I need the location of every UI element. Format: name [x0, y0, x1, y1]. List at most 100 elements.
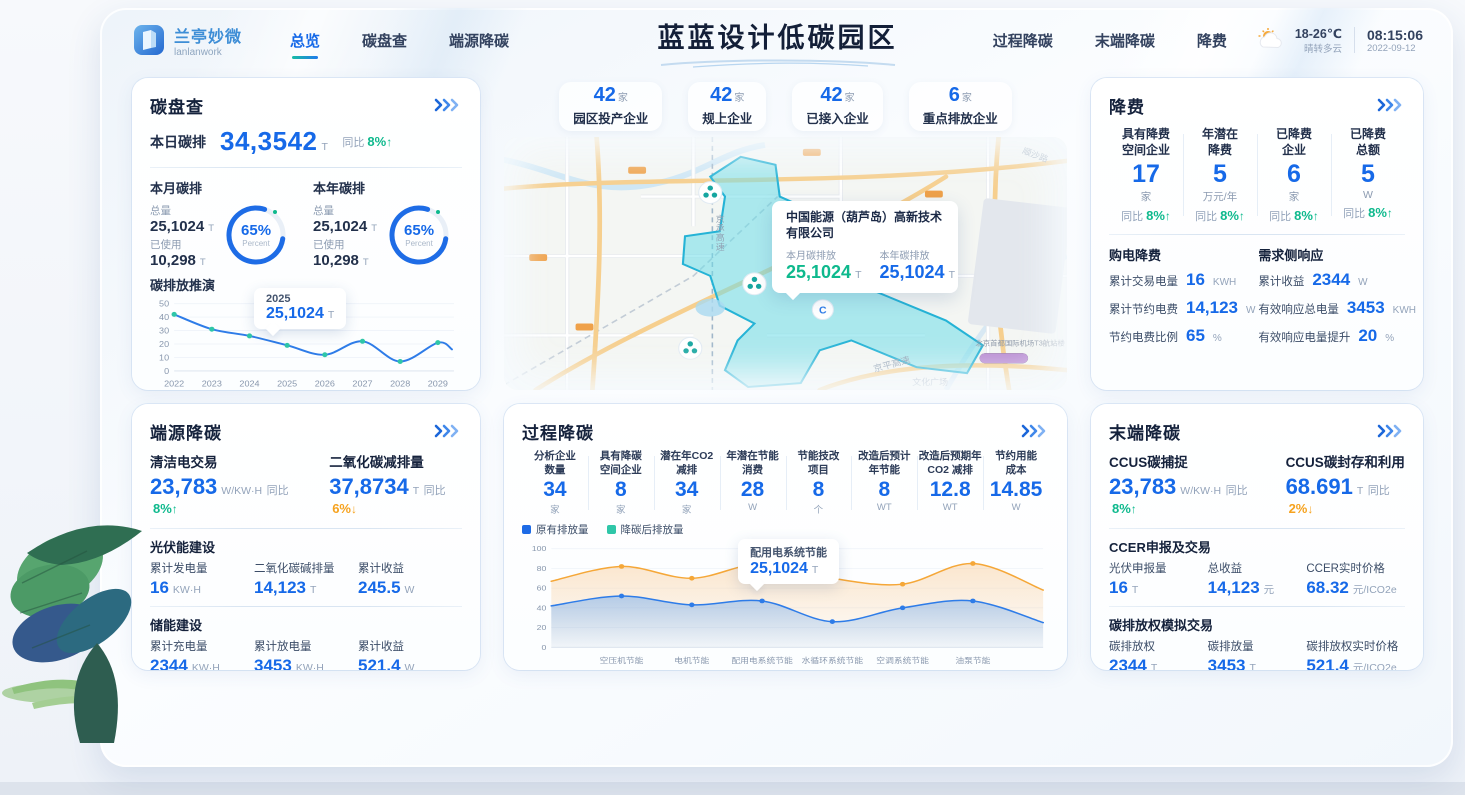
- title-swoosh: [660, 59, 895, 68]
- metric: 累计收益 245.5 W: [358, 563, 415, 597]
- process-stat: 改造后预期年 CO2 减排 12.8 WT: [917, 450, 983, 516]
- park-stat: 42 家 园区投产企业: [559, 82, 663, 131]
- svg-text:文化广场: 文化广场: [912, 376, 948, 387]
- svg-text:空调系统节能: 空调系统节能: [876, 656, 929, 665]
- divider: [150, 528, 462, 529]
- svg-text:40: 40: [537, 604, 547, 612]
- bottom-bar: [0, 782, 1465, 795]
- svg-text:60: 60: [537, 584, 547, 592]
- svg-text:2026: 2026: [315, 378, 335, 388]
- up-arrow-icon: ↑: [171, 502, 178, 516]
- panel-cost-reduction: 降费 具有降费 空间企业 17 家 同比 8%↑ 年潜在 降费 5 万元/年: [1091, 78, 1423, 390]
- nav-item[interactable]: 端源降碳: [449, 32, 510, 50]
- up-arrow-icon: ↑: [1238, 209, 1245, 224]
- svg-text:京承高速: 京承高速: [715, 213, 725, 252]
- weather-sun-cloud-icon: [1258, 28, 1282, 49]
- fee-row: 节约电费比例 65 %: [1109, 326, 1222, 346]
- today-carbon-row: 本日碳排 34,3542 T 同比 8%↑: [150, 126, 393, 156]
- panel-title: 碳盘查: [150, 97, 204, 117]
- section-title: CCER申报及交易: [1109, 540, 1211, 555]
- chart-legend: 原有排放量 降碳后排放量: [522, 522, 1049, 537]
- clock-time: 08:15:06: [1366, 26, 1423, 43]
- svg-text:2023: 2023: [202, 378, 222, 388]
- metric: CCER实时价格 68.32 元/ICO2e: [1306, 563, 1397, 597]
- park-stat: 42 家 已接入企业: [792, 82, 883, 131]
- svg-text:30: 30: [159, 326, 169, 336]
- percent-gauge: 65% Percent: [220, 199, 292, 271]
- panel-title: 降费: [1109, 97, 1145, 117]
- company-name: 中国能源（葫芦岛）高新技术有限公司: [786, 210, 943, 240]
- more-arrows-icon[interactable]: [434, 98, 462, 112]
- ccus-storage-highlight: CCUS碳封存和利用 68.691 T 同比2%↓: [1285, 455, 1405, 516]
- svg-text:40: 40: [159, 312, 169, 322]
- svg-text:C: C: [819, 306, 827, 317]
- nav-item[interactable]: 末端降碳: [1094, 32, 1155, 50]
- down-arrow-icon: ↓: [351, 502, 357, 516]
- section-title: 光伏能建设: [150, 540, 216, 555]
- today-carbon-value: 34,3542: [220, 126, 318, 156]
- up-arrow-icon: ↑: [1130, 502, 1137, 516]
- factory-marker: C: [678, 181, 834, 360]
- metric: 累计发电量 16 KW·H: [150, 563, 208, 597]
- projection-chart: 0 10 20 30 40 50 2022 2023 2024 2025 2026 2027 2028 2…: [150, 288, 462, 390]
- legend-swatch: [606, 525, 616, 535]
- svg-text:2024: 2024: [239, 378, 259, 388]
- svg-text:配用电系统节能: 配用电系统节能: [731, 656, 792, 665]
- section-title: 碳排放权模拟交易: [1109, 618, 1214, 633]
- ccus-capture-highlight: CCUS碳捕捉 23,783 W/KW·H 同比8%↑: [1109, 455, 1248, 516]
- process-stats-row: 分析企业 数量 34 家 具有降碳 空间企业 8 家 潜在年CO2 减排 34 家 年…: [522, 446, 1049, 518]
- panel-terminal-reduction: 末端降碳 CCUS碳捕捉 23,783 W/KW·H 同比8%↑ CCUS碳封存和…: [1091, 404, 1423, 670]
- nav-item[interactable]: 总览: [288, 24, 322, 57]
- logo-name: 兰亭妙微: [174, 28, 243, 46]
- metric: 二氧化碳碱排量 14,123 T: [254, 563, 335, 597]
- divider: [150, 167, 462, 168]
- more-arrows-icon[interactable]: [1377, 98, 1405, 112]
- fee-stat: 已降费 总额 5 W 同比 8%↑: [1331, 126, 1405, 224]
- metric: 碳排放权 2344 T: [1109, 641, 1158, 670]
- svg-text:80: 80: [537, 565, 547, 573]
- process-stat: 节约用能 成本 14.85 W: [983, 450, 1049, 516]
- nav-item[interactable]: 降费: [1196, 32, 1227, 50]
- process-stat: 年潜在节能 消费 28 W: [719, 450, 786, 516]
- weather-temp: 18-26℃: [1294, 26, 1342, 41]
- svg-text:油泵节能: 油泵节能: [955, 656, 990, 665]
- svg-text:2025: 2025: [277, 378, 297, 388]
- month-carbon-block: 本月碳排 总量 25,1024 T 已使用 10,298 T 65% Percent: [150, 178, 299, 271]
- svg-text:2028: 2028: [390, 378, 410, 388]
- nav-item[interactable]: 碳盘查: [362, 32, 408, 50]
- process-chart: 0 20 40 60 80 100 空压机节能 电机节能 配用电系统节能 水循环系统节能 空调系统节…: [522, 537, 1049, 669]
- up-arrow-icon: ↑: [1386, 206, 1393, 221]
- panel-title: 端源降碳: [150, 423, 222, 443]
- map-tooltip: 中国能源（葫芦岛）高新技术有限公司 本月碳排放 25,1024 T 本年碳排放 2…: [772, 201, 958, 294]
- fee-stat: 具有降费 空间企业 17 家 同比 8%↑: [1121, 127, 1171, 224]
- divider: [1109, 606, 1405, 607]
- process-stat: 改造后预计 年节能 8 WT: [851, 450, 917, 516]
- svg-text:2029: 2029: [428, 378, 448, 388]
- metric: 累计放电量 3453 KW·H: [254, 641, 324, 670]
- logo[interactable]: 兰亭妙微 lanlanwork: [132, 23, 242, 58]
- more-arrows-icon[interactable]: [1021, 424, 1049, 438]
- up-arrow-icon: ↑: [1312, 209, 1319, 224]
- park-stat: 42 家 规上企业: [688, 82, 767, 131]
- co2-reduction-highlight: 二氧化碳减排量 37,8734 T 同比6%↓: [329, 455, 446, 516]
- more-arrows-icon[interactable]: [1377, 424, 1405, 438]
- today-carbon-label: 本日碳排: [150, 133, 206, 150]
- process-stat: 分析企业 数量 34 家: [533, 450, 576, 517]
- fee-row: 累计交易电量 16 KWH: [1109, 270, 1237, 290]
- percent-gauge: 65% Percent: [383, 199, 455, 271]
- chart-tooltip: 2025 25,1024 T: [254, 288, 347, 329]
- panel-title: 末端降碳: [1109, 423, 1181, 443]
- chart-tooltip: 配用电系统节能 25,1024 T: [738, 539, 840, 585]
- svg-text:0: 0: [542, 644, 547, 652]
- park-map[interactable]: C 京承高速 京平高速 文化广场 顺沙路 北京首都国际机场T3航站楼 中国能源（…: [504, 137, 1067, 390]
- svg-text:20: 20: [159, 339, 169, 349]
- nav-item[interactable]: 过程降碳: [992, 32, 1053, 50]
- dashboard-card: 兰亭妙微 lanlanwork 总览 碳盘查 端源降碳 蓝蓝设计低碳园区 过程降碳末…: [100, 8, 1453, 767]
- fee-row: 有效响应电量提升 20 %: [1258, 326, 1395, 346]
- down-arrow-icon: ↓: [1307, 502, 1314, 516]
- svg-text:100: 100: [532, 545, 547, 553]
- weather-divider: [1353, 27, 1355, 53]
- more-arrows-icon[interactable]: [434, 424, 462, 438]
- panel-process-reduction: 过程降碳 分析企业 数量 34 家 具有降碳 空间企业 8 家: [504, 404, 1067, 670]
